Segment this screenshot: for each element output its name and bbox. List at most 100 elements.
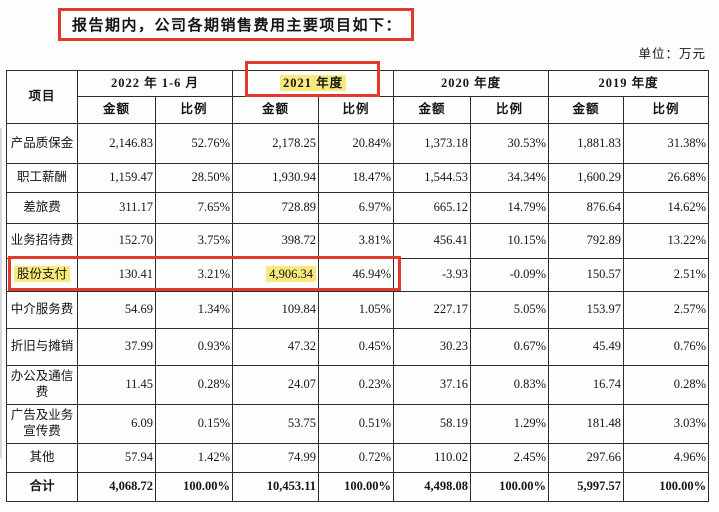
cell-value: 153.97 (548, 291, 625, 329)
row-label-text: 合计 (29, 479, 55, 494)
cell-value: 1.34% (154, 291, 234, 329)
row-label-text: 折旧与摊销 (10, 339, 74, 354)
cell-value: 7.65% (154, 192, 234, 224)
row-label-text: 产品质保金 (10, 135, 74, 150)
cell-value: 297.66 (548, 443, 625, 473)
period-header-label: 2020 年度 (440, 75, 502, 90)
unit-label: 单位：万元 (638, 47, 706, 61)
cell-value: 100.00% (154, 472, 234, 502)
cell-value: 1,373.18 (393, 123, 472, 164)
cell-value: 3.03% (623, 404, 710, 444)
cell-value: 13.22% (623, 223, 710, 259)
cell-value: 4,498.08 (393, 472, 472, 502)
cell-value: 2,178.25 (232, 123, 320, 164)
cell-value: 10.15% (470, 223, 550, 259)
row-label: 折旧与摊销 (6, 328, 78, 366)
row-label: 差旅费 (6, 192, 78, 224)
table-row: 合计 4,068.72 100.00% 10,453.11 100.00% 4,498.0… (6, 472, 710, 502)
period-header-label: 2019 年度 (598, 75, 659, 90)
period-header: 2019 年度 (548, 70, 710, 97)
cell-value: 1.05% (318, 291, 395, 329)
cell-value: 6.09 (77, 404, 156, 444)
cell-value: 28.50% (154, 163, 234, 193)
cell-value: 5,997.57 (548, 472, 625, 502)
cell-value: 4,906.34 (232, 258, 320, 292)
cell-value: 1.29% (470, 404, 550, 444)
cell-value: 0.93% (154, 328, 234, 366)
cell-value: 26.68% (623, 163, 710, 193)
cell-value: 0.67% (470, 328, 550, 366)
table-row: 业务招待费 152.70 3.75% 398.72 3.81% 456.41 10.15% 7… (6, 223, 710, 259)
section-title-redbox: 报告期内，公司各期销售费用主要项目如下： (58, 8, 414, 41)
cell-value: 20.84% (318, 123, 395, 164)
cell-value: 14.62% (623, 192, 710, 224)
cell-value: 100.00% (470, 472, 550, 502)
cell-value: 876.64 (548, 192, 625, 224)
cell-value: 0.15% (154, 404, 234, 444)
subheader-ratio: 比例 (154, 96, 234, 124)
cell-value: 152.70 (77, 223, 156, 259)
cell-value: 100.00% (318, 472, 395, 502)
cell-value: 53.75 (232, 404, 320, 444)
cell-value: 24.07 (232, 365, 320, 405)
period-header-label: 2022 年 1-6 月 (110, 75, 200, 90)
row-label: 业务招待费 (6, 223, 78, 259)
cell-value: 46.94% (318, 258, 395, 292)
cell-value: 100.00% (623, 472, 710, 502)
cell-value: 54.69 (77, 291, 156, 329)
sales-expense-table: 项目 2022 年 1-6 月 2021 年度 2020 年度 2019 年度 金额比… (6, 70, 710, 502)
cell-value: 4,068.72 (77, 472, 156, 502)
table-row: 中介服务费 54.69 1.34% 109.84 1.05% 227.17 5.05% 153… (6, 291, 710, 329)
cell-value: -0.09% (470, 258, 550, 292)
period-header-label-highlighted: 2021 年度 (279, 74, 347, 91)
subheader-amount: 金额 (232, 96, 320, 124)
cell-value: 456.41 (393, 223, 472, 259)
cell-value: 30.53% (470, 123, 550, 164)
cell-value: 37.16 (393, 365, 472, 405)
table-row: 其他 57.94 1.42% 74.99 0.72% 110.02 2.45% 297.66 4… (6, 443, 710, 473)
cell-value: 11.45 (77, 365, 156, 405)
cell-value: 0.28% (154, 365, 234, 405)
row-label-text: 差旅费 (23, 200, 61, 215)
cell-value: 30.23 (393, 328, 472, 366)
period-header: 2021 年度 (232, 70, 395, 97)
cell-value: 2.45% (470, 443, 550, 473)
cell-value: 6.97% (318, 192, 395, 224)
cell-value: 1,930.94 (232, 163, 320, 193)
cell-value: 2.57% (623, 291, 710, 329)
cell-value: 52.76% (154, 123, 234, 164)
cell-value: 2.51% (623, 258, 710, 292)
cell-value: 109.84 (232, 291, 320, 329)
corner-header-item: 项目 (6, 70, 78, 124)
row-label: 职工薪酬 (6, 163, 78, 193)
subheader-amount: 金额 (393, 96, 472, 124)
cell-value: 665.12 (393, 192, 472, 224)
cell-value: 1,159.47 (77, 163, 156, 193)
table-row: 广告及业务宣传费 6.09 0.15% 53.75 0.51% 58.19 1.29% 181… (6, 404, 710, 444)
highlighted-value: 4,906.34 (266, 266, 317, 283)
cell-value: 4.96% (623, 443, 710, 473)
table-row: 职工薪酬 1,159.47 28.50% 1,930.94 18.47% 1,544.53… (6, 163, 710, 193)
cell-value: 74.99 (232, 443, 320, 473)
row-label-text-highlighted: 股份支付 (13, 266, 70, 283)
table-row: 产品质保金 2,146.83 52.76% 2,178.25 20.84% 1,373.1… (6, 123, 710, 164)
subheader-row: 金额 比例 金额 比例 金额 比例 金额 比例 (7, 96, 710, 124)
subheader-ratio: 比例 (470, 96, 550, 124)
period-header: 2020 年度 (393, 70, 550, 97)
row-label-text: 广告及业务宣传费 (10, 408, 74, 438)
row-label: 产品质保金 (6, 123, 78, 164)
cell-value: 3.21% (154, 258, 234, 292)
row-label: 广告及业务宣传费 (6, 404, 78, 444)
cell-value: 130.41 (77, 258, 156, 292)
cell-value: 0.51% (318, 404, 395, 444)
table-row: 办公及通信费 11.45 0.28% 24.07 0.23% 37.16 0.83% 16.7… (6, 365, 710, 405)
row-label-text: 办公及通信费 (10, 369, 74, 399)
cell-value: 2,146.83 (77, 123, 156, 164)
cell-value: 1,881.83 (548, 123, 625, 164)
table-row: 股份支付 130.41 3.21% 4,906.34 46.94% -3.93 -0.09%… (6, 258, 710, 292)
subheader-amount: 金额 (77, 96, 156, 124)
cell-value: 150.57 (548, 258, 625, 292)
cell-value: 398.72 (232, 223, 320, 259)
cell-value: 0.45% (318, 328, 395, 366)
